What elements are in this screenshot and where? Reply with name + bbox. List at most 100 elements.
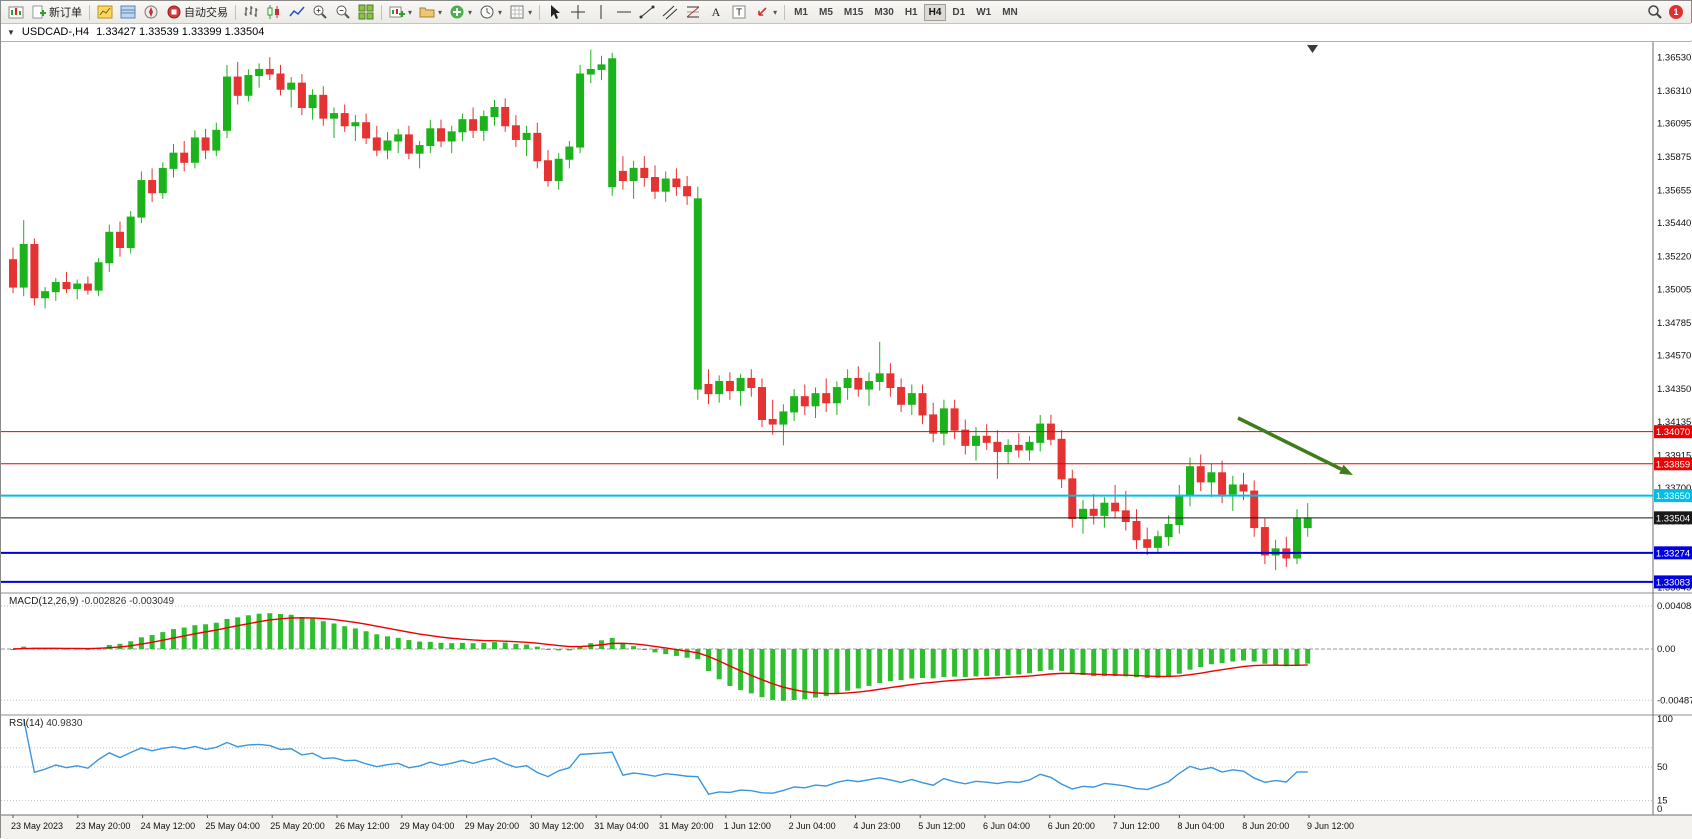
periods-button[interactable]: ▾: [476, 3, 505, 22]
macd-axis-label: 0.004084: [1657, 601, 1692, 612]
time-axis-label: 2 Jun 04:00: [789, 821, 836, 831]
templates-button[interactable]: ▾: [506, 3, 535, 22]
vline-icon: [593, 4, 609, 20]
time-axis-label: 9 Jun 12:00: [1307, 821, 1354, 831]
bar-chart-button[interactable]: [240, 3, 262, 22]
timeframe-mn[interactable]: MN: [997, 4, 1023, 21]
navigator-icon: [143, 4, 159, 20]
time-axis[interactable]: 23 May 2023 23 May 20:00 24 May 12:00 25 Ma…: [11, 815, 1354, 831]
arrows-button[interactable]: ▾: [751, 3, 780, 22]
price-axis-label: 1.35005: [1657, 284, 1691, 295]
toolbar: 新订单 自动交易 ▾ ▾ ▾ ▾ ▾ A T ▾ M1 M5 M15 M30 H1 H4 D1 W1 MN 1: [1, 1, 1691, 24]
cursor-icon: [547, 4, 563, 20]
price-badge-1.33650: 1.33650: [1654, 489, 1692, 503]
rsi-panel: [1, 718, 1653, 802]
market-watch-button[interactable]: [94, 3, 116, 22]
newchart-icon: [389, 4, 405, 20]
time-axis-label: 29 May 20:00: [465, 821, 520, 831]
text-button[interactable]: A: [705, 3, 727, 22]
new-order-button-label: 新订单: [49, 7, 82, 19]
zoom-out-button[interactable]: [332, 3, 354, 22]
chart-shift-marker-icon[interactable]: [1307, 45, 1318, 53]
time-axis-label: 8 Jun 04:00: [1177, 821, 1224, 831]
dropdown-arrow-icon: ▾: [498, 7, 503, 17]
svg-text:1.33504: 1.33504: [1656, 513, 1690, 524]
neworder-icon: [31, 4, 47, 20]
time-axis-label: 31 May 20:00: [659, 821, 714, 831]
navigator-button[interactable]: [140, 3, 162, 22]
chart-symbol-title: USDCAD-,H4: [21, 26, 90, 38]
price-badge-1.33083: 1.33083: [1654, 575, 1692, 589]
svg-text:1.33859: 1.33859: [1656, 459, 1690, 470]
candlestick-chart-button[interactable]: [263, 3, 285, 22]
chart-window-button[interactable]: [5, 3, 27, 22]
tile-windows-button[interactable]: [355, 3, 377, 22]
dropdown-arrow-icon: ▾: [468, 7, 473, 17]
timeframe-w1[interactable]: W1: [971, 4, 996, 21]
cursor-button[interactable]: [544, 3, 566, 22]
linechart-icon: [289, 4, 305, 20]
price-axis-label: 1.35220: [1657, 252, 1691, 263]
price-badge-1.33274: 1.33274: [1654, 546, 1692, 560]
fibonacci-button[interactable]: [682, 3, 704, 22]
price-axis-label: 1.35875: [1657, 152, 1691, 163]
timeframe-h4[interactable]: H4: [923, 3, 947, 21]
svg-text:1.33650: 1.33650: [1656, 491, 1690, 502]
profiles-button[interactable]: ▾: [416, 3, 445, 22]
time-axis-label: 23 May 2023: [11, 821, 63, 831]
line-chart-button[interactable]: [286, 3, 308, 22]
indicators-button[interactable]: ▾: [446, 3, 475, 22]
time-axis-label: 30 May 12:00: [529, 821, 584, 831]
timeframe-d1[interactable]: D1: [947, 4, 970, 21]
horizontal-line-button[interactable]: [613, 3, 635, 22]
hline-icon: [616, 4, 632, 20]
timeframe-m30[interactable]: M30: [869, 4, 898, 21]
indicators-icon: [449, 4, 465, 20]
new-chart-button[interactable]: ▾: [386, 3, 415, 22]
timeframe-h1[interactable]: H1: [900, 4, 923, 21]
tile-icon: [358, 4, 374, 20]
svg-text:1.33083: 1.33083: [1656, 577, 1690, 588]
svg-text:A: A: [712, 5, 721, 19]
macd-axis-label: 0.00: [1657, 644, 1676, 655]
macd-axis-label: -0.004872: [1657, 695, 1692, 706]
time-axis-label: 26 May 12:00: [335, 821, 390, 831]
marketwatch-icon: [97, 4, 113, 20]
trend-arrow-annotation[interactable]: [1237, 416, 1353, 475]
channel-button[interactable]: [659, 3, 681, 22]
crosshair-button[interactable]: [567, 3, 589, 22]
price-axis-label: 1.36530: [1657, 52, 1691, 63]
vertical-line-button[interactable]: [590, 3, 612, 22]
trendline-button[interactable]: [636, 3, 658, 22]
price-axis-label: 1.35440: [1657, 218, 1691, 229]
timeframe-m15[interactable]: M15: [839, 4, 868, 21]
time-axis-label: 1 Jun 12:00: [724, 821, 771, 831]
macd-label: MACD(12,26,9) -0.002826 -0.003049: [9, 596, 174, 607]
timeframe-m5[interactable]: M5: [814, 4, 838, 21]
autotrading-button[interactable]: 自动交易: [163, 3, 231, 22]
label-button[interactable]: T: [728, 3, 750, 22]
notification-badge[interactable]: 1: [1669, 5, 1683, 19]
candles[interactable]: [9, 49, 1312, 571]
rsi-axis-label: 50: [1657, 762, 1668, 773]
time-axis-label: 4 Jun 23:00: [853, 821, 900, 831]
autotrading-icon: [166, 4, 182, 20]
collapse-arrow-icon[interactable]: ▼: [7, 27, 15, 37]
zoom-in-button[interactable]: [309, 3, 331, 22]
price-badge-1.33504: 1.33504: [1654, 511, 1692, 525]
trendline-icon: [639, 4, 655, 20]
svg-text:1.34070: 1.34070: [1656, 427, 1690, 438]
channel-icon: [662, 4, 678, 20]
timeframe-m1[interactable]: M1: [789, 4, 813, 21]
profiles-icon: [419, 4, 435, 20]
rsi-label: RSI(14) 40.9830: [9, 718, 82, 729]
template-icon: [509, 4, 525, 20]
search-icon[interactable]: [1647, 4, 1663, 20]
time-axis-label: 25 May 04:00: [205, 821, 260, 831]
price-axis-label: 1.33700: [1657, 483, 1691, 494]
data-window-button[interactable]: [117, 3, 139, 22]
new-order-button[interactable]: 新订单: [28, 3, 85, 22]
rsi-axis-label: 15: [1657, 796, 1668, 807]
